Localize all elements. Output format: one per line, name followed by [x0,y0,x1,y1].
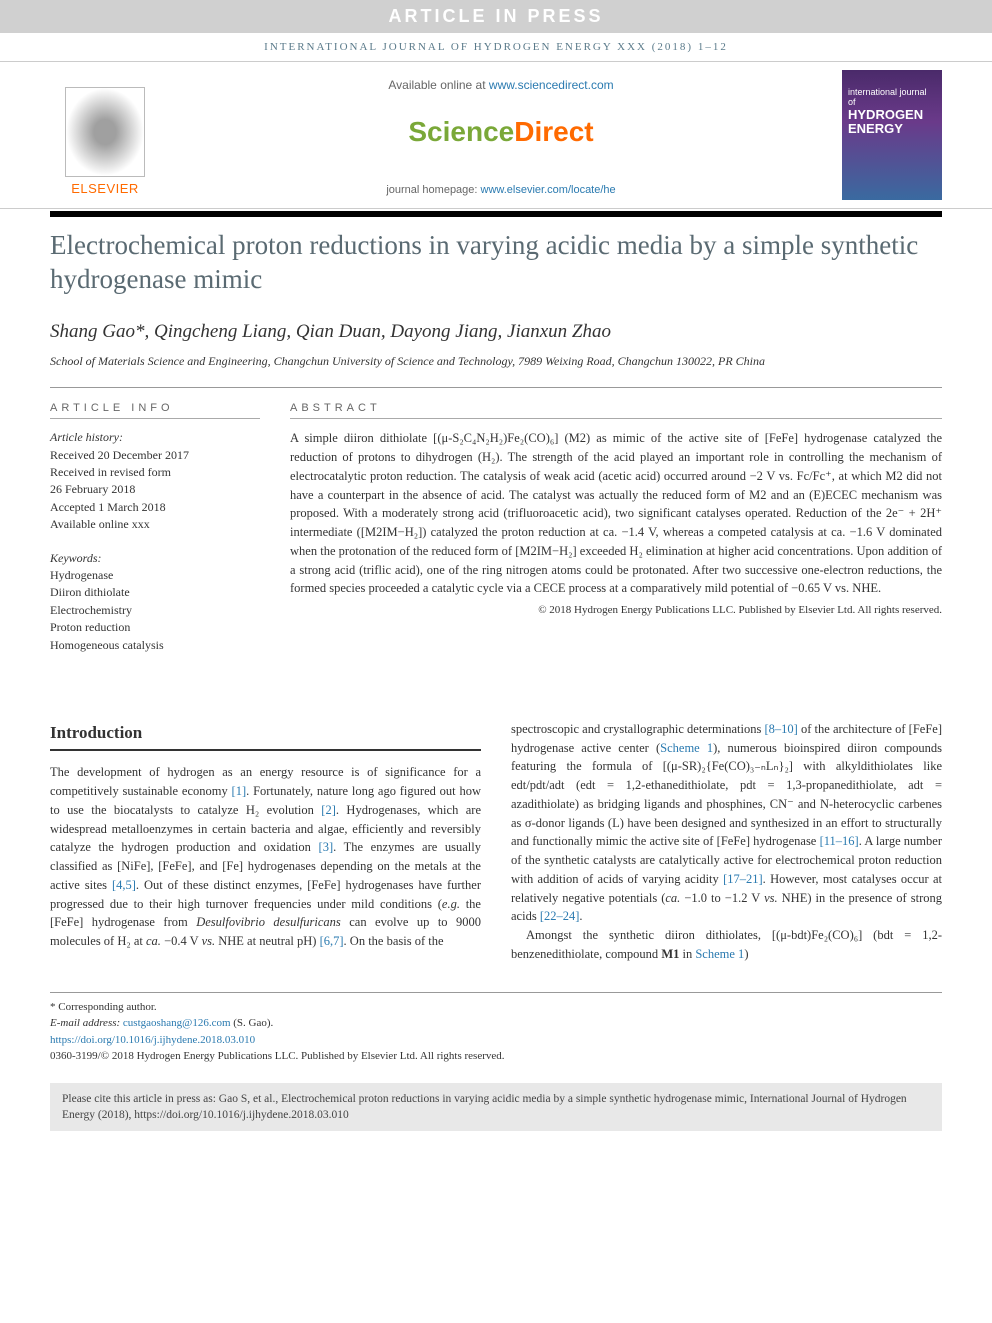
ref-link[interactable]: [1] [232,784,247,798]
sd-direct: Direct [514,116,593,147]
doi-link[interactable]: https://doi.org/10.1016/j.ijhydene.2018.… [50,1032,942,1049]
sciencedirect-link[interactable]: www.sciencedirect.com [489,78,614,92]
header-center: Available online at www.sciencedirect.co… [160,66,842,204]
keyword: Proton reduction [50,619,260,636]
sciencedirect-logo[interactable]: ScienceDirect [408,116,593,148]
keyword: Homogeneous catalysis [50,637,260,654]
homepage-prefix: journal homepage: [386,184,480,196]
article-info-column: ARTICLE INFO Article history: Received 2… [50,402,260,670]
body-col-right: spectroscopic and crystallographic deter… [511,720,942,964]
abstract-copyright: © 2018 Hydrogen Energy Publications LLC.… [290,604,942,616]
cite-box: Please cite this article in press as: Ga… [50,1083,942,1131]
intro-para-3: Amongst the synthetic diiron dithiolates… [511,926,942,964]
journal-reference: INTERNATIONAL JOURNAL OF HYDROGEN ENERGY… [0,33,992,61]
ref-link[interactable]: [22–24] [540,909,580,923]
footer-block: * Corresponding author. E-mail address: … [0,993,992,1075]
cover-title: international journal of HYDROGEN ENERGY [848,88,936,136]
email-label: E-mail address: [50,1017,123,1029]
available-online-line: Available online at www.sciencedirect.co… [388,78,613,92]
sd-science: Science [408,116,514,147]
intro-para-1: The development of hydrogen as an energy… [50,763,481,951]
info-abstract-row: ARTICLE INFO Article history: Received 2… [50,387,942,670]
keyword: Hydrogenase [50,567,260,584]
keyword: Electrochemistry [50,602,260,619]
accepted-date: Accepted 1 March 2018 [50,499,260,516]
ref-link[interactable]: [6,7] [320,934,344,948]
email-link[interactable]: custgaoshang@126.com [123,1017,231,1029]
cover-big1: HYDROGEN [848,108,936,122]
body-columns: Introduction The development of hydrogen… [50,720,942,964]
journal-cover-thumbnail[interactable]: international journal of HYDROGEN ENERGY [842,70,942,200]
authors-line: Shang Gao*, Qingcheng Liang, Qian Duan, … [50,321,942,343]
homepage-link[interactable]: www.elsevier.com/locate/he [481,184,616,196]
article-in-press-banner: ARTICLE IN PRESS [0,0,992,33]
received-date: Received 20 December 2017 [50,447,260,464]
affiliation: School of Materials Science and Engineer… [50,353,942,370]
ref-link[interactable]: [2] [321,803,336,817]
cover-big2: ENERGY [848,122,936,136]
abstract-column: ABSTRACT A simple diiron dithiolate [(μ-… [290,402,942,670]
scheme-link[interactable]: Scheme 1 [695,947,744,961]
cover-small: international journal of [848,87,927,107]
ref-link[interactable]: [17–21] [723,872,763,886]
ref-link[interactable]: [11–16] [820,834,859,848]
article-history: Article history: Received 20 December 20… [50,429,260,533]
page: ARTICLE IN PRESS INTERNATIONAL JOURNAL O… [0,0,992,1131]
available-prefix: Available online at [388,78,489,92]
elsevier-tree-icon [65,87,145,177]
email-suffix: (S. Gao). [231,1017,274,1029]
abstract-text: A simple diiron dithiolate [(μ-S₂C₄N₂H₂)… [290,429,942,598]
revised-date: 26 February 2018 [50,481,260,498]
ref-link[interactable]: [8–10] [765,722,798,736]
intro-para-2: spectroscopic and crystallographic deter… [511,720,942,926]
issn-copyright: 0360-3199/© 2018 Hydrogen Energy Publica… [50,1048,942,1065]
ref-link[interactable]: [3] [319,840,334,854]
revised-label: Received in revised form [50,464,260,481]
online-date: Available online xxx [50,516,260,533]
header-block: ELSEVIER Available online at www.science… [0,61,992,209]
history-label: Article history: [50,429,260,446]
elsevier-logo[interactable]: ELSEVIER [50,66,160,204]
keywords-block: Keywords: Hydrogenase Diiron dithiolate … [50,550,260,654]
email-line: E-mail address: custgaoshang@126.com (S.… [50,1015,942,1032]
content: Electrochemical proton reductions in var… [0,217,992,974]
keyword: Diiron dithiolate [50,584,260,601]
scheme-link[interactable]: Scheme 1 [660,741,713,755]
introduction-head: Introduction [50,720,481,752]
article-title: Electrochemical proton reductions in var… [50,229,942,297]
keywords-label: Keywords: [50,550,260,567]
article-info-head: ARTICLE INFO [50,402,260,419]
body-col-left: Introduction The development of hydrogen… [50,720,481,964]
corresponding-author: * Corresponding author. [50,999,942,1016]
abstract-head: ABSTRACT [290,402,942,419]
homepage-line: journal homepage: www.elsevier.com/locat… [386,184,615,196]
elsevier-label: ELSEVIER [71,181,139,196]
authors-text: Shang Gao*, Qingcheng Liang, Qian Duan, … [50,321,611,342]
ref-link[interactable]: [4,5] [112,878,136,892]
